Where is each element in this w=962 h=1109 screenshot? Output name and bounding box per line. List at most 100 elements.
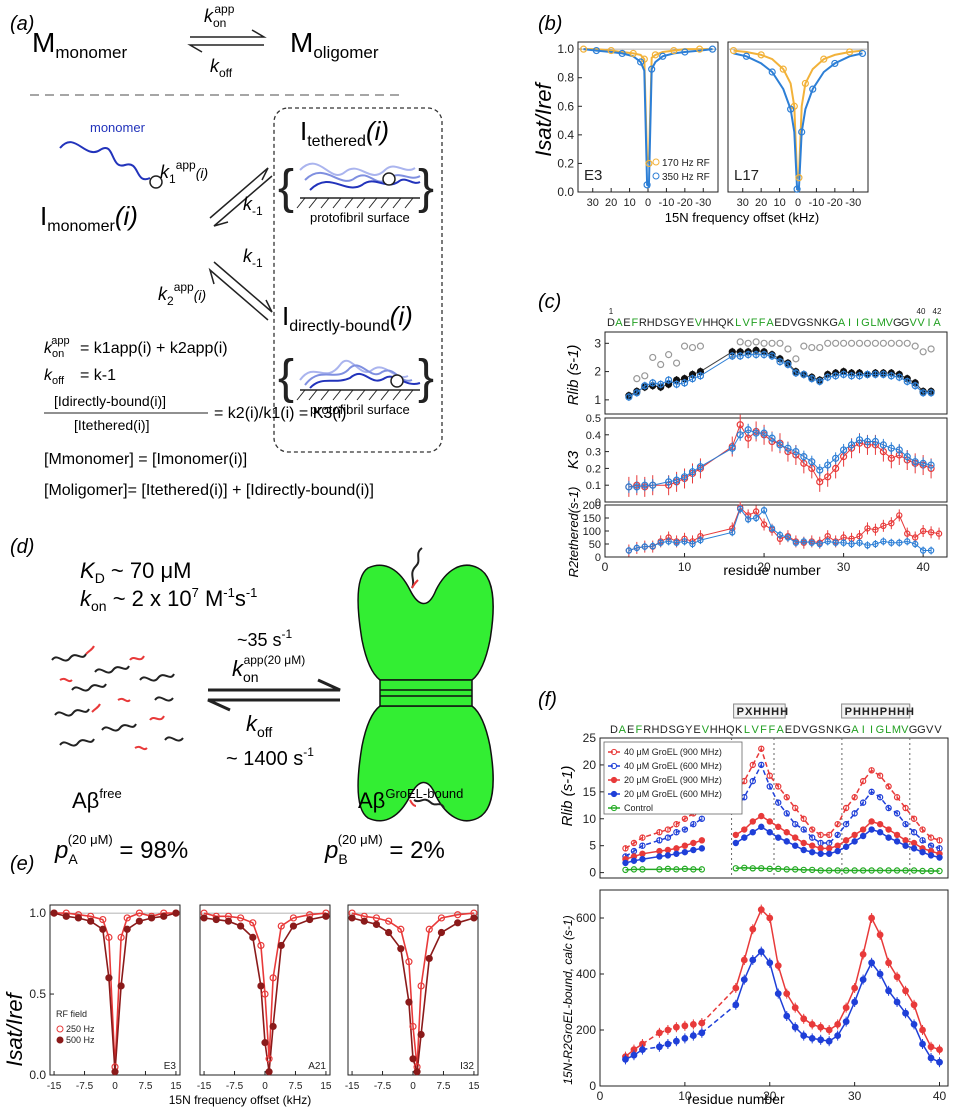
sequence-residue: L <box>744 724 750 736</box>
r2-blue-point <box>919 547 927 554</box>
rlib-f-point <box>885 867 892 874</box>
series-170hz-point <box>629 49 637 58</box>
rlib-f-point <box>766 783 773 790</box>
rlib-grey-point <box>879 339 887 347</box>
rlib-grey-point <box>784 345 792 353</box>
chart-panel-label: E3 <box>584 167 602 184</box>
series-500hz-point <box>470 914 478 922</box>
rlib-f-point <box>749 777 756 785</box>
rlib-f-point <box>690 839 697 847</box>
rlib-f-point <box>808 826 816 833</box>
rlib-blue-point <box>808 375 816 383</box>
rlib-f-point <box>698 845 706 852</box>
rlib-f-point <box>749 761 756 769</box>
x-tick-label: 10 <box>678 1089 692 1103</box>
rlib-f-point <box>698 866 706 873</box>
panel-label-a: (a) <box>10 13 34 35</box>
r2-blue-point <box>737 505 744 513</box>
r2calc-point <box>876 970 884 978</box>
x-tick-label: 30 <box>837 560 851 574</box>
legend-marker-250hz <box>56 1025 64 1033</box>
series-500hz-point <box>212 915 220 924</box>
r2-blue-point <box>760 507 768 514</box>
sequence-residue: R <box>639 317 647 329</box>
rlib-f-point <box>893 831 901 839</box>
plot-frame <box>49 904 181 1076</box>
r2-blue-point <box>697 536 704 544</box>
series-350hz-point <box>858 49 867 58</box>
charts: 0.00.20.40.60.81.030 20 10 0 -10 -20 -30E3170 … <box>29 41 949 1103</box>
y-tick-label: 0.4 <box>557 128 574 142</box>
rlib-f-point <box>893 838 901 845</box>
y-tick-label: 0.3 <box>586 447 601 459</box>
k3-blue-point <box>847 441 856 449</box>
series-250hz-point <box>237 914 245 922</box>
x-tick-label: 15 <box>170 1081 182 1092</box>
series-250hz-point <box>249 919 257 927</box>
r2calc-point <box>681 1034 689 1042</box>
i-directly-bound: Idirectly-bound(i) <box>282 301 413 335</box>
r2calc-point <box>681 1022 689 1030</box>
rlib-f-point <box>834 831 841 839</box>
x-tick-label: 15 <box>468 1081 480 1092</box>
rlib-f-point <box>630 839 638 847</box>
legend-marker <box>610 776 618 784</box>
series-500hz-point <box>99 925 107 933</box>
legend-marker <box>610 804 618 812</box>
rlib-f-point <box>766 829 773 836</box>
series-250hz-point <box>123 914 131 922</box>
series-250hz-point <box>289 914 298 922</box>
directly-bound-cartoon: { } protofibril surface <box>278 351 434 417</box>
series-250hz-point <box>99 915 107 924</box>
rlib-f-point <box>834 847 841 855</box>
rlib-f-point <box>698 837 706 844</box>
y-tick-label: 200 <box>576 1023 596 1037</box>
fwd-k: konapp(20 μM) <box>232 653 305 685</box>
r2calc-point <box>630 1051 638 1059</box>
rlib-f-point <box>732 865 740 872</box>
series-350hz-point <box>681 48 689 56</box>
r2calc-point <box>825 1037 833 1045</box>
y-tick-label: 1.0 <box>29 906 46 920</box>
x-tick-label: 10 <box>773 197 785 209</box>
k-minus1-label-b: k-1 <box>243 246 263 270</box>
series-250hz-point <box>425 925 433 933</box>
r2-blue-point <box>872 540 879 548</box>
x-tick-label: 30 <box>587 197 599 209</box>
k3-blue-point <box>919 459 927 467</box>
series-500hz-point <box>87 917 95 925</box>
r2calc-point <box>825 1026 833 1034</box>
k3-red-point <box>887 454 895 462</box>
series-250hz-point <box>409 1022 417 1031</box>
series-500hz-point <box>117 982 125 990</box>
abeta-free-tangle <box>51 645 184 751</box>
rlib-grey-point <box>903 339 911 347</box>
legend-marker-170hz <box>652 158 660 166</box>
series-500hz-point <box>123 925 131 933</box>
sequence-residue: N <box>814 317 822 329</box>
rlib-f-point <box>834 867 841 874</box>
series-170hz-point <box>607 46 615 55</box>
rlib-grey-point <box>641 372 649 380</box>
legend-label-350hz: 350 Hz RF <box>662 172 710 183</box>
legend-marker <box>610 748 618 756</box>
r2-blue-point <box>641 543 648 550</box>
x-tick-label: -7.5 <box>226 1081 244 1092</box>
rlib-f-point <box>825 850 833 857</box>
r2calc-point <box>902 1009 909 1017</box>
x-tick-label: -15 <box>345 1081 360 1092</box>
rlib-blue-point <box>863 370 872 379</box>
e-xlabel: 15N frequency offset (kHz) <box>169 1093 312 1107</box>
r2calc-point <box>622 1055 629 1063</box>
r2calc-point <box>919 1026 926 1034</box>
k3-blue-point <box>879 441 887 449</box>
rlib-grey-point <box>752 338 760 346</box>
rlib-blue-point <box>633 389 641 397</box>
x-tick-label: -30 <box>845 197 861 209</box>
series-170hz-line <box>583 48 713 167</box>
r2-blue-point <box>856 539 863 546</box>
x-tick-label: 20 <box>763 1089 777 1103</box>
sequence-residue: A <box>615 317 623 329</box>
arrows-tethered <box>209 167 273 227</box>
y-tick-label: 15 <box>583 785 597 799</box>
